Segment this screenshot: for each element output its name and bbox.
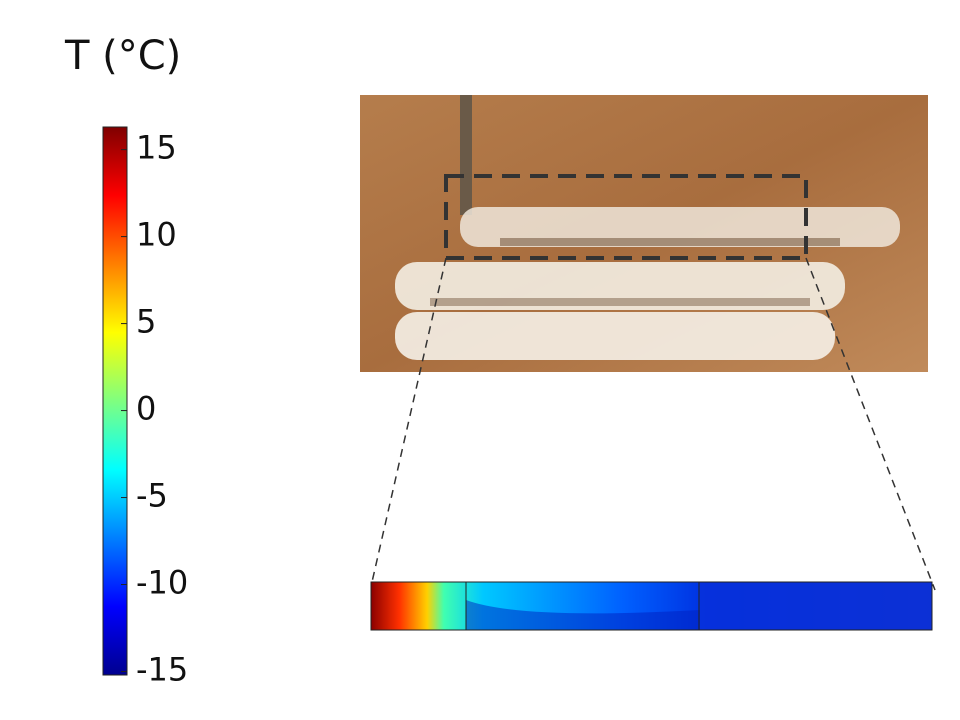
- tick-label: -15: [136, 651, 188, 689]
- colorbar-title: T (°C): [64, 33, 181, 79]
- simulation-strip: [370, 581, 933, 631]
- colorbar: [102, 126, 128, 676]
- tick-label: -5: [136, 477, 168, 515]
- tick-label: 15: [136, 129, 177, 167]
- zoom-line: [805, 257, 936, 591]
- tick-label: 0: [136, 390, 156, 428]
- tick-label: 5: [136, 303, 156, 341]
- tick-label: -10: [136, 564, 188, 602]
- photo: [360, 95, 928, 372]
- colorbar-ticks: -15 -10 -5 0 5 10 15: [121, 129, 188, 689]
- tick-label: 10: [136, 216, 177, 254]
